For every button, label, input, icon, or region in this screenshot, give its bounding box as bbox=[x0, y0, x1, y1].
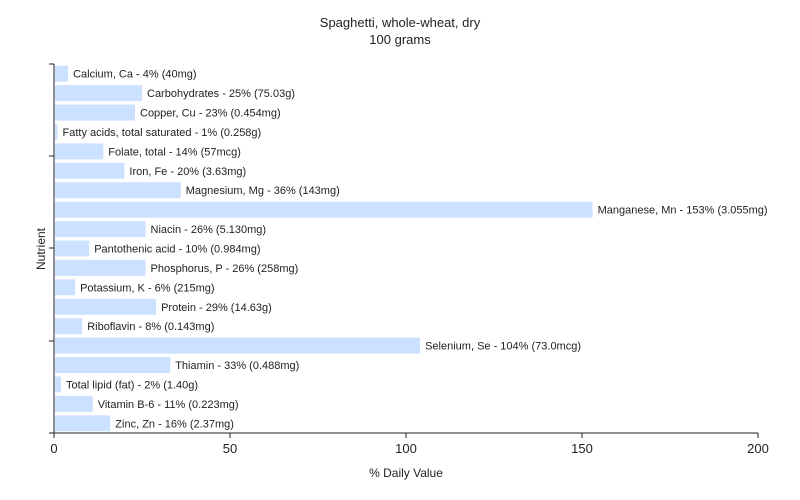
axes-group: 0 50 100 150 200 bbox=[49, 63, 769, 456]
bar-protein bbox=[55, 298, 157, 315]
bar-magnesium-mg bbox=[55, 182, 181, 199]
x-tick-label: 50 bbox=[223, 441, 237, 456]
bar-fatty-acids-total-saturated bbox=[55, 124, 58, 140]
bar-label: Carbohydrates - 25% (75.03g) bbox=[147, 88, 295, 100]
bar-label: Thiamin - 33% (0.488mg) bbox=[175, 360, 299, 372]
bar-thiamin bbox=[55, 357, 171, 373]
bar-label: Total lipid (fat) - 2% (1.40g) bbox=[66, 379, 198, 391]
bar-pantothenic-acid bbox=[55, 240, 90, 257]
bar-zinc-zn bbox=[55, 415, 111, 432]
bar-vitamin-b-6 bbox=[55, 395, 93, 412]
bar-label: Selenium, Se - 104% (73.0mcg) bbox=[425, 341, 581, 353]
bar-label: Niacin - 26% (5.130mg) bbox=[151, 224, 267, 236]
bar-label: Zinc, Zn - 16% (2.37mg) bbox=[115, 418, 234, 430]
bar-label: Iron, Fe - 20% (3.63mg) bbox=[129, 166, 246, 178]
chart-subtitle: 100 grams bbox=[369, 32, 431, 47]
bar-label: Manganese, Mn - 153% (3.055mg) bbox=[598, 205, 768, 217]
bar-label: Potassium, K - 6% (215mg) bbox=[80, 282, 215, 294]
bar-label: Fatty acids, total saturated - 1% (0.258… bbox=[63, 127, 262, 139]
bar-manganese-mn bbox=[55, 201, 593, 218]
bar-calcium-ca bbox=[55, 65, 69, 82]
bar-label: Pantothenic acid - 10% (0.984mg) bbox=[94, 244, 260, 256]
bar-potassium-k bbox=[55, 279, 76, 296]
x-axis-label: % Daily Value bbox=[369, 466, 443, 480]
bar-label: Folate, total - 14% (57mcg) bbox=[108, 146, 241, 158]
bar-iron-fe bbox=[55, 162, 125, 179]
bar-copper-cu bbox=[55, 104, 135, 121]
x-tick-label: 100 bbox=[395, 441, 417, 456]
bar-total-lipid-fat bbox=[55, 376, 61, 393]
bar-selenium-se bbox=[55, 337, 421, 354]
bar-label: Vitamin B-6 - 11% (0.223mg) bbox=[98, 399, 239, 411]
chart-title: Spaghetti, whole-wheat, dry bbox=[320, 15, 481, 30]
y-axis-label: Nutrient bbox=[34, 227, 48, 270]
x-tick-label: 150 bbox=[571, 441, 593, 456]
bar-carbohydrates bbox=[55, 85, 142, 102]
bar-label: Riboflavin - 8% (0.143mg) bbox=[87, 321, 214, 333]
bars-group: Calcium, Ca - 4% (40mg) Carbohydrates - 2… bbox=[55, 65, 768, 432]
x-tick-label: 200 bbox=[747, 441, 769, 456]
x-tick-label: 0 bbox=[50, 441, 57, 456]
bar-riboflavin bbox=[55, 318, 83, 335]
bar-label: Protein - 29% (14.63g) bbox=[161, 302, 272, 314]
bar-phosphorus-p bbox=[55, 259, 146, 276]
bar-folate-total bbox=[55, 143, 104, 160]
bar-label: Phosphorus, P - 26% (258mg) bbox=[151, 263, 299, 275]
bar-niacin bbox=[55, 221, 146, 238]
bar-label: Copper, Cu - 23% (0.454mg) bbox=[140, 108, 281, 120]
bar-label: Magnesium, Mg - 36% (143mg) bbox=[186, 185, 340, 197]
bar-label: Calcium, Ca - 4% (40mg) bbox=[73, 69, 196, 81]
